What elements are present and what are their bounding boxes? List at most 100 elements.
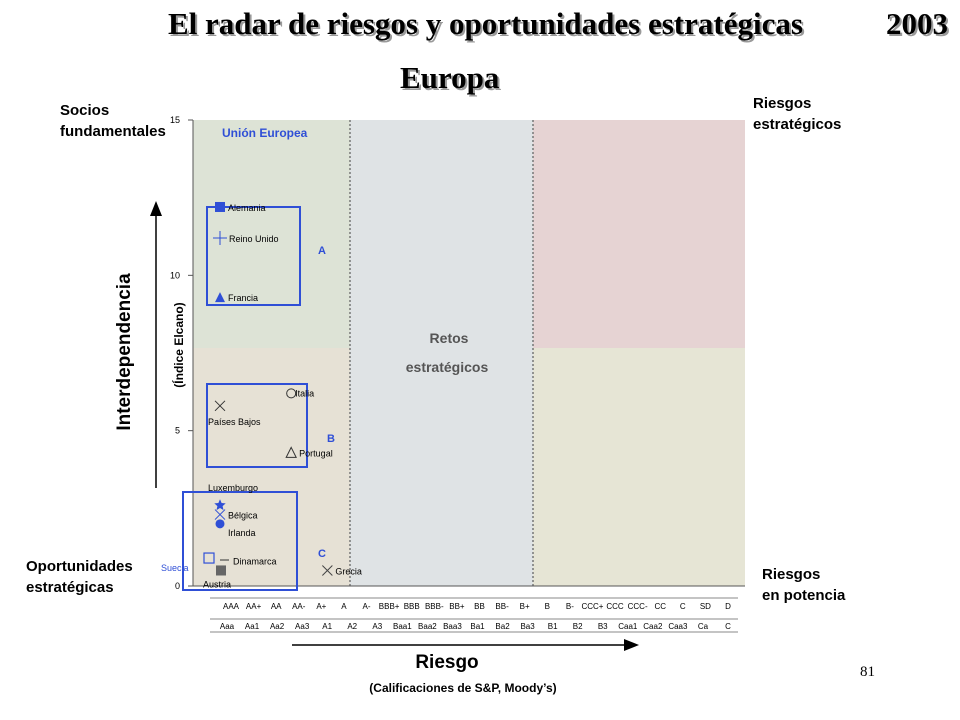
- x-tick-label-sp: AAA: [223, 602, 240, 611]
- x-tick-label-moodys: C: [725, 622, 731, 631]
- y-tick-label: 10: [170, 270, 180, 280]
- point-paises-bajos-label: Países Bajos: [208, 417, 261, 427]
- point-luxemburgo-label: Luxemburgo: [208, 483, 258, 493]
- x-tick-label-moodys: Baa2: [418, 622, 437, 631]
- x-tick-label-moodys: Aa2: [270, 622, 285, 631]
- x-tick-label-moodys: Caa3: [668, 622, 688, 631]
- x-axis-sublabel: (Calificaciones de S&P, Moody’s): [369, 681, 556, 695]
- corner-line: en potencia: [762, 587, 846, 604]
- region-label-ue: Unión Europea: [222, 126, 308, 140]
- x-tick-label-sp: A: [341, 602, 347, 611]
- corner-line: Riesgos: [762, 566, 821, 583]
- x-tick-label-sp: B+: [520, 602, 530, 611]
- point-luxemburgo-marker: [214, 499, 226, 511]
- point-grecia-label: Grecia: [335, 566, 362, 576]
- slide-year: 2003: [886, 6, 948, 41]
- slide-subtitle: Europa: [400, 60, 500, 95]
- point-italia-label: Italia: [295, 388, 314, 398]
- x-tick-label-sp: CCC-: [628, 602, 648, 611]
- point-austria-marker: [216, 565, 226, 576]
- y-axis-label: (Índice Elcano): [171, 302, 186, 387]
- point-suecia-label: Suecia: [161, 563, 189, 573]
- quadrant-socios-fundamentales: [193, 120, 350, 348]
- slide-title: El radar de riesgos y oportunidades estr…: [168, 6, 803, 41]
- point-suecia-marker: [203, 552, 215, 564]
- x-tick-label-moodys: A2: [347, 622, 357, 631]
- data-labels: Alemania Reino Unido Francia Italia Países B…: [161, 203, 362, 589]
- x-tick-label-sp: AA+: [246, 602, 262, 611]
- x-tick-label-sp: AA: [271, 602, 282, 611]
- x-tick-label-sp: C: [680, 602, 686, 611]
- y-tick-label: 5: [175, 426, 180, 436]
- point-italia-marker: [286, 388, 297, 399]
- quadrant-retos: [350, 120, 533, 586]
- x-tick-label-moodys: A1: [322, 622, 332, 631]
- corner-label-top-right: Riesgos estratégicos: [753, 93, 841, 135]
- x-tick-label-moodys: Aaa: [220, 622, 235, 631]
- x-axis-label: Riesgo: [415, 652, 478, 673]
- x-tick-label-sp: SD: [700, 602, 711, 611]
- x-tick-label-sp: CCC+: [581, 602, 603, 611]
- x-tick-label-moodys: B2: [573, 622, 583, 631]
- x-tick-label-moodys: Ba1: [470, 622, 485, 631]
- x-tick-label-sp: BBB+: [379, 602, 400, 611]
- x-tick-label-moodys: Aa1: [245, 622, 260, 631]
- x-tick-label-moodys: Ba2: [495, 622, 510, 631]
- x-tick-label-moodys: B3: [598, 622, 608, 631]
- y-tick-label: 0: [175, 581, 180, 591]
- x-tick-label-sp: BB+: [449, 602, 465, 611]
- point-irlanda-label: Irlanda: [228, 528, 256, 538]
- point-paises-bajos-marker: [214, 400, 226, 412]
- x-tick-label-sp: D: [725, 602, 731, 611]
- corner-label-top-left: Socios fundamentales: [60, 100, 166, 142]
- point-belgica-marker: [214, 509, 226, 520]
- corner-line: estratégicos: [753, 116, 842, 133]
- point-reino-unido-marker: [213, 231, 227, 246]
- x-ticks-moodys: Aaa Aa1 Aa2 Aa3 A1 A2 A3 Baa1 Baa2 Baa3 Ba1 Ba2 Ba3 B…: [220, 622, 731, 631]
- x-tick-label-moodys: Ca: [698, 622, 709, 631]
- data-points: [203, 201, 333, 576]
- corner-line: Socios: [60, 102, 110, 119]
- point-francia-label: Francia: [228, 293, 258, 303]
- x-tick-label-sp: A+: [316, 602, 326, 611]
- group-label-c: C: [318, 548, 326, 560]
- x-tick-label-sp: CC: [654, 602, 666, 611]
- y-axis-big-label: Interdependencia: [114, 273, 135, 431]
- x-tick-label-sp: BB-: [495, 602, 509, 611]
- point-belgica-label: Bélgica: [228, 511, 258, 521]
- corner-line: Oportunidades: [26, 558, 133, 575]
- x-tick-label-sp: A-: [363, 602, 371, 611]
- corner-line: fundamentales: [60, 123, 166, 140]
- point-francia-marker: [215, 292, 225, 303]
- group-box-a: [206, 206, 301, 306]
- point-austria-label: Austria: [203, 579, 231, 589]
- point-portugal-marker: [285, 446, 297, 458]
- point-irlanda-marker: [215, 519, 225, 529]
- quadrant-riesgos-estrategicos: [533, 120, 745, 348]
- x-tick-label-moodys: Caa2: [643, 622, 663, 631]
- point-portugal-label: Portugal: [299, 448, 333, 458]
- x-tick-label-sp: B: [545, 602, 550, 611]
- x-tick-label-moodys: Baa3: [443, 622, 462, 631]
- group-label-b: B: [327, 433, 335, 445]
- group-label-a: A: [318, 245, 326, 257]
- group-box-c: [182, 491, 298, 591]
- group-box-b: [206, 383, 308, 468]
- center-label-line-1: Retos: [430, 330, 469, 346]
- y-ticks: 0 5 10 15: [170, 115, 193, 591]
- x-ticks-sp: AAA AA+ AA AA- A+ A A- BBB+ BBB BBB- BB+ BB BB- B+ B B-…: [223, 602, 731, 611]
- x-tick-label-moodys: Caa1: [618, 622, 638, 631]
- x-tick-label-sp: BBB-: [425, 602, 444, 611]
- y-tick-label: 15: [170, 115, 180, 125]
- point-alemania-marker: [215, 201, 225, 212]
- x-tick-label-sp: BB: [474, 602, 485, 611]
- corner-line: Riesgos: [753, 95, 812, 112]
- x-tick-label-sp: CCC: [606, 602, 624, 611]
- point-dinamarca-label: Dinamarca: [233, 556, 277, 566]
- center-label-line-2: estratégicos: [406, 359, 489, 375]
- point-grecia-marker: [322, 565, 333, 576]
- corner-line: estratégicas: [26, 579, 114, 596]
- x-tick-label-sp: B-: [566, 602, 574, 611]
- x-tick-label-sp: AA-: [292, 602, 306, 611]
